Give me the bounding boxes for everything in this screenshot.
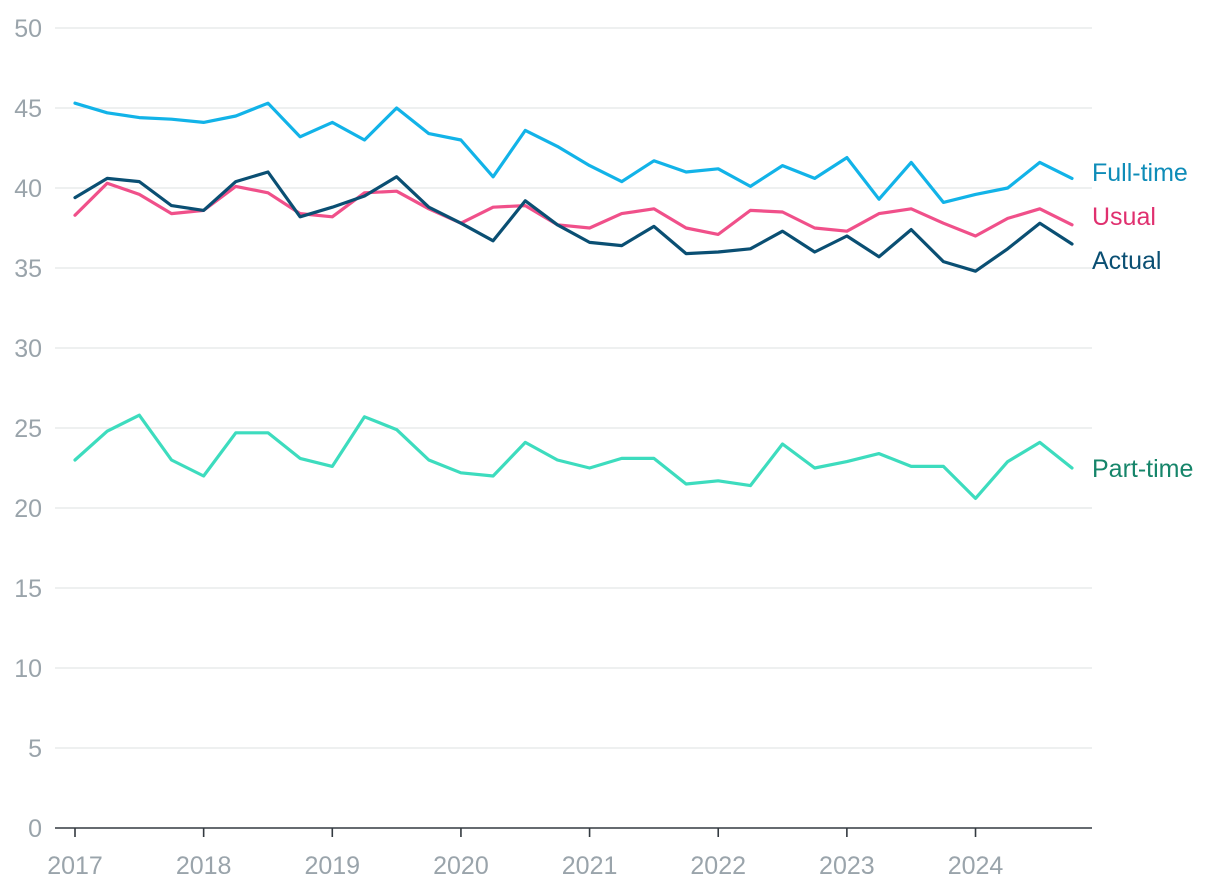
- x-tick-label-2018: 2018: [176, 852, 232, 880]
- series-label-full-time: Full-time: [1092, 159, 1188, 187]
- x-tick-label-2024: 2024: [948, 852, 1004, 880]
- y-tick-label-20: 20: [14, 495, 42, 523]
- grid-lines: [55, 27, 1092, 749]
- y-tick-label-50: 50: [14, 15, 42, 43]
- x-tick-label-2022: 2022: [690, 852, 746, 880]
- y-tick-label-30: 30: [14, 335, 42, 363]
- y-tick-label-25: 25: [14, 415, 42, 443]
- x-tick-label-2017: 2017: [47, 852, 103, 880]
- y-tick-label-5: 5: [28, 735, 42, 763]
- series-label-actual: Actual: [1092, 247, 1161, 275]
- series-labels: Full-time Usual Actual Part-time: [1092, 159, 1193, 483]
- x-tick-label-2023: 2023: [819, 852, 875, 880]
- y-tick-label-10: 10: [14, 655, 42, 683]
- series-line-full-time: [73, 101, 1074, 204]
- x-tick-label-2021: 2021: [562, 852, 618, 880]
- y-tick-label-0: 0: [28, 815, 42, 843]
- series-line-part-time: [73, 413, 1074, 500]
- x-tick-label-2019: 2019: [304, 852, 360, 880]
- series-lines: [73, 101, 1074, 500]
- series-label-part-time: Part-time: [1092, 455, 1193, 483]
- x-axis: 2017 2018 2019 2020 2021 2022 2023 2024: [47, 827, 1092, 880]
- y-tick-label-15: 15: [14, 575, 42, 603]
- series-line-actual: [73, 170, 1074, 273]
- y-tick-label-45: 45: [14, 95, 42, 123]
- series-line-usual: [73, 181, 1074, 238]
- y-axis-ticks: 0 5 10 15 20 25 30 35 40 45 50: [14, 15, 42, 843]
- series-label-usual: Usual: [1092, 203, 1156, 231]
- y-tick-label-35: 35: [14, 255, 42, 283]
- x-tick-label-2020: 2020: [433, 852, 489, 880]
- y-tick-label-40: 40: [14, 175, 42, 203]
